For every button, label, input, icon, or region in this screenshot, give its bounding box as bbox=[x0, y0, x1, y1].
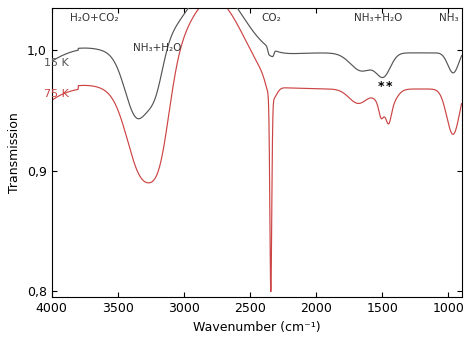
Text: *: * bbox=[378, 80, 384, 93]
Text: NH₃+H₂O: NH₃+H₂O bbox=[354, 13, 402, 23]
Text: 75 K: 75 K bbox=[44, 89, 69, 99]
Y-axis label: Transmission: Transmission bbox=[9, 113, 21, 193]
Text: NH₃+H₂O: NH₃+H₂O bbox=[133, 43, 182, 53]
Text: CO₂: CO₂ bbox=[261, 13, 281, 23]
X-axis label: Wavenumber (cm⁻¹): Wavenumber (cm⁻¹) bbox=[193, 321, 320, 334]
Text: *: * bbox=[386, 80, 392, 93]
Text: 15 K: 15 K bbox=[44, 57, 69, 67]
Text: NH₃: NH₃ bbox=[438, 13, 458, 23]
Text: H₂O+CO₂: H₂O+CO₂ bbox=[70, 13, 118, 23]
